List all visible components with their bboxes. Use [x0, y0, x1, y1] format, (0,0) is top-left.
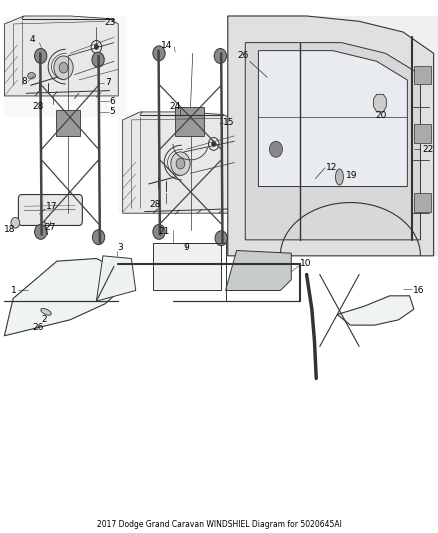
Text: 2: 2 [41, 316, 46, 324]
Bar [56, 110, 80, 136]
FancyBboxPatch shape [18, 195, 82, 225]
Circle shape [212, 141, 216, 147]
Text: 22: 22 [423, 145, 434, 154]
Polygon shape [123, 112, 234, 213]
Text: 3: 3 [117, 244, 124, 252]
Text: 6: 6 [110, 97, 115, 106]
Bar [414, 124, 431, 143]
Text: 21: 21 [159, 228, 170, 236]
Circle shape [92, 230, 105, 245]
Text: 20: 20 [375, 111, 387, 120]
Text: 9: 9 [183, 244, 189, 252]
Text: 28: 28 [149, 200, 160, 208]
Circle shape [35, 49, 47, 63]
Circle shape [153, 46, 165, 61]
Bar [228, 16, 438, 256]
Bar [4, 16, 127, 117]
Circle shape [214, 49, 226, 63]
Bar [153, 243, 221, 290]
Text: 17: 17 [46, 203, 57, 211]
Text: 28: 28 [32, 102, 44, 111]
Polygon shape [374, 94, 386, 112]
Circle shape [35, 224, 47, 239]
Polygon shape [228, 16, 434, 256]
Text: 8: 8 [21, 77, 27, 85]
Circle shape [94, 44, 99, 50]
Circle shape [153, 224, 165, 239]
Text: 19: 19 [346, 172, 357, 180]
Circle shape [11, 217, 20, 228]
Text: 12: 12 [326, 164, 338, 172]
Circle shape [54, 56, 73, 79]
Polygon shape [4, 16, 118, 96]
Bar [414, 66, 431, 84]
Circle shape [92, 52, 104, 67]
Text: 24: 24 [170, 102, 181, 111]
Ellipse shape [336, 169, 343, 185]
Text: 14: 14 [161, 41, 172, 50]
Text: 27: 27 [45, 223, 56, 232]
Text: 16: 16 [413, 286, 424, 295]
Polygon shape [245, 43, 420, 240]
Ellipse shape [41, 309, 51, 315]
Text: 2017 Dodge Grand Caravan WINDSHIEL Diagram for 5020645AI: 2017 Dodge Grand Caravan WINDSHIEL Diagr… [96, 520, 342, 529]
Bar [175, 107, 204, 136]
Circle shape [59, 62, 68, 73]
Circle shape [176, 158, 185, 169]
Ellipse shape [28, 72, 35, 79]
Text: 4: 4 [30, 36, 35, 44]
Circle shape [269, 141, 283, 157]
Polygon shape [96, 256, 136, 301]
Circle shape [171, 152, 190, 175]
Text: 1: 1 [11, 286, 17, 295]
Polygon shape [258, 51, 407, 187]
Text: 15: 15 [223, 118, 235, 127]
Bar [118, 112, 237, 213]
Text: 7: 7 [105, 78, 111, 87]
Text: 5: 5 [110, 108, 115, 116]
Text: 26: 26 [33, 324, 44, 332]
Polygon shape [226, 251, 291, 290]
Polygon shape [4, 259, 123, 336]
Polygon shape [337, 296, 414, 325]
Text: 10: 10 [300, 260, 311, 268]
Bar [414, 193, 431, 212]
Text: 18: 18 [4, 225, 15, 234]
Text: 23: 23 [104, 19, 116, 27]
Circle shape [215, 231, 227, 246]
Text: 26: 26 [237, 52, 249, 60]
